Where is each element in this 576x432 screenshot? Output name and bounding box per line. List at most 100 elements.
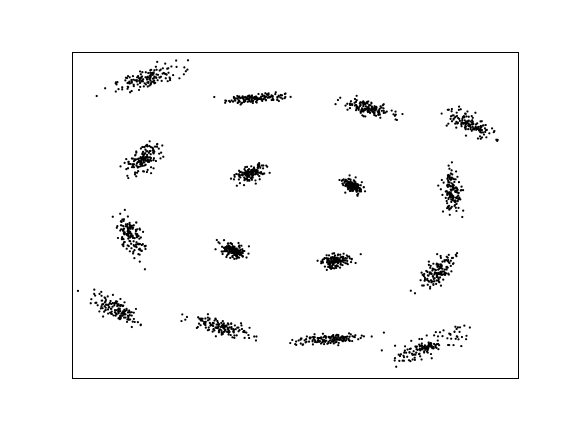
scatter-point [447, 164, 450, 167]
scatter-point [327, 340, 330, 343]
scatter-point [142, 161, 145, 164]
scatter-point [459, 189, 462, 192]
scatter-point [443, 259, 446, 262]
scatter-point [132, 240, 135, 243]
scatter-point [329, 256, 333, 259]
scatter-point [234, 328, 237, 331]
scatter-point [313, 339, 317, 342]
scatter-point [243, 172, 246, 175]
scatter-point [423, 351, 426, 354]
scatter-point [352, 182, 355, 185]
scatter-point [448, 332, 451, 335]
scatter-point [327, 336, 330, 339]
scatter-point [378, 107, 381, 110]
scatter-point [146, 153, 149, 156]
scatter-point [328, 266, 332, 269]
scatter-point [216, 319, 219, 323]
scatter-point [492, 131, 495, 134]
scatter-point [154, 159, 158, 163]
scatter-point [137, 253, 140, 256]
scatter-point [427, 263, 430, 267]
scatter-point [129, 162, 132, 166]
scatter-point [139, 73, 142, 76]
scatter-point [137, 157, 140, 160]
scatter-point [196, 325, 199, 329]
scatter-point [121, 88, 124, 91]
scatter-point [437, 278, 440, 281]
scatter-point [279, 93, 282, 97]
scatter-point [134, 232, 137, 235]
scatter-point [124, 225, 127, 228]
scatter-point [165, 73, 168, 76]
scatter-point [121, 218, 124, 221]
scatter-point [421, 345, 424, 349]
scatter-point [141, 71, 144, 74]
scatter-point [236, 326, 239, 329]
scatter-point [357, 192, 360, 195]
scatter-point [139, 155, 142, 159]
scatter-point [120, 220, 123, 224]
scatter-point [430, 281, 433, 284]
scatter-point [126, 81, 129, 85]
scatter-point [460, 344, 463, 348]
scatter-point [124, 76, 128, 79]
scatter-point [108, 301, 112, 305]
scatter-point [444, 196, 447, 199]
scatter-point [241, 173, 244, 177]
scatter-point [125, 247, 128, 250]
scatter-point [346, 102, 349, 105]
scatter-point [315, 341, 319, 344]
scatter-point [261, 173, 264, 176]
scatter-point [202, 320, 206, 324]
scatter-point [100, 290, 103, 293]
scatter-point [323, 334, 326, 338]
scatter-point [283, 92, 286, 96]
scatter-point [456, 326, 460, 329]
scatter-point [334, 334, 338, 337]
scatter-point [336, 98, 340, 102]
scatter-point [406, 355, 409, 358]
scatter-point [326, 261, 329, 264]
scatter-point [461, 215, 464, 219]
scatter-point [335, 340, 338, 343]
scatter-point [421, 284, 424, 287]
scatter-point [317, 337, 320, 340]
scatter-point [454, 206, 457, 209]
scatter-point [454, 190, 457, 193]
scatter-point [131, 163, 134, 166]
scatter-point [261, 95, 264, 98]
scatter-point [241, 171, 244, 174]
scatter-point [447, 175, 450, 178]
scatter-point [250, 94, 254, 97]
scatter-point [332, 333, 335, 337]
scatter-point [476, 122, 479, 125]
scatter-point [144, 71, 147, 74]
scatter-point [466, 110, 469, 113]
scatter-point [336, 253, 339, 257]
scatter-point [342, 335, 345, 338]
scatter-point [347, 332, 351, 335]
scatter-point [128, 309, 131, 312]
scatter-point [241, 96, 244, 100]
scatter-point [184, 318, 187, 321]
scatter-point [354, 261, 357, 265]
scatter-point [135, 171, 139, 174]
scatter-point [423, 279, 426, 282]
scatter-point [140, 75, 144, 78]
scatter-point [239, 322, 243, 325]
scatter-point [230, 327, 233, 330]
scatter-point [225, 99, 228, 102]
scatter-point [426, 274, 429, 277]
scatter-point [222, 239, 226, 242]
scatter-point [125, 309, 128, 312]
scatter-point [220, 329, 223, 332]
scatter-point [336, 265, 340, 268]
scatter-point [149, 75, 152, 78]
scatter-point [373, 112, 376, 115]
scatter-point [437, 271, 440, 274]
scatter-point [341, 259, 344, 262]
scatter-point [357, 338, 360, 341]
scatter-point [437, 263, 440, 266]
scatter-point [216, 321, 220, 324]
scatter-point [393, 114, 397, 117]
